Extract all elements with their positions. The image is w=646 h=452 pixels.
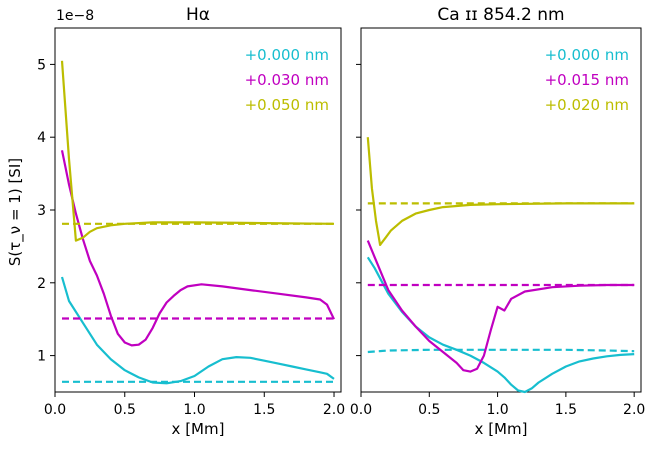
x-tick-label: 0.0 xyxy=(44,402,66,418)
x-tick-label: 1.0 xyxy=(183,402,205,418)
series-line-solid xyxy=(366,256,635,394)
y-tick-label: 2 xyxy=(37,276,46,292)
panel-h-alpha: 0.0 0.5 1.0 1.5 2.0 1 2 3 4 5 x [Mm] Hα +0.000 nm +0.… xyxy=(37,5,345,438)
series-line-dashed xyxy=(367,348,635,354)
series-line-solid xyxy=(366,240,635,373)
legend-entry: +0.015 nm xyxy=(545,71,629,89)
x-axis-label: x [Mm] xyxy=(475,420,528,438)
x-axis-label: x [Mm] xyxy=(172,420,225,438)
series-line-solid xyxy=(60,276,335,385)
x-tick-label: 2.0 xyxy=(623,402,645,418)
x-tick-label: 1.0 xyxy=(486,402,508,418)
x-tick-label: 0.0 xyxy=(350,402,372,418)
y-offset-text: 1e−8 xyxy=(56,8,94,24)
legend-entry: +0.030 nm xyxy=(245,71,329,89)
legend-entry: +0.050 nm xyxy=(245,96,329,114)
series-line-solid xyxy=(366,137,635,246)
y-tick-label: 3 xyxy=(37,203,46,219)
y-axis-label: S(τ_ν = 1) [SI] xyxy=(6,158,25,266)
series-line-solid xyxy=(60,150,335,347)
legend-entry: +0.000 nm xyxy=(245,46,329,64)
x-tick-label: 1.5 xyxy=(555,402,577,418)
y-tick-label: 1 xyxy=(37,349,46,365)
panel-title: Hα xyxy=(186,5,210,25)
series-line-solid xyxy=(60,60,335,242)
x-tick-label: 0.5 xyxy=(418,402,440,418)
legend-entry: +0.020 nm xyxy=(545,96,629,114)
y-tick-label: 5 xyxy=(37,57,46,73)
x-tick-label: 2.0 xyxy=(323,402,345,418)
legend-entry: +0.000 nm xyxy=(545,46,629,64)
panel-ca-ii: 0.0 0.5 1.0 1.5 2.0 x [Mm] Ca ɪɪ 854.2 nm +0.00… xyxy=(350,5,645,438)
panel-title: Ca ɪɪ 854.2 nm xyxy=(437,5,564,25)
x-tick-label: 0.5 xyxy=(114,402,136,418)
y-tick-label: 4 xyxy=(37,130,46,146)
x-tick-label: 1.5 xyxy=(253,402,275,418)
